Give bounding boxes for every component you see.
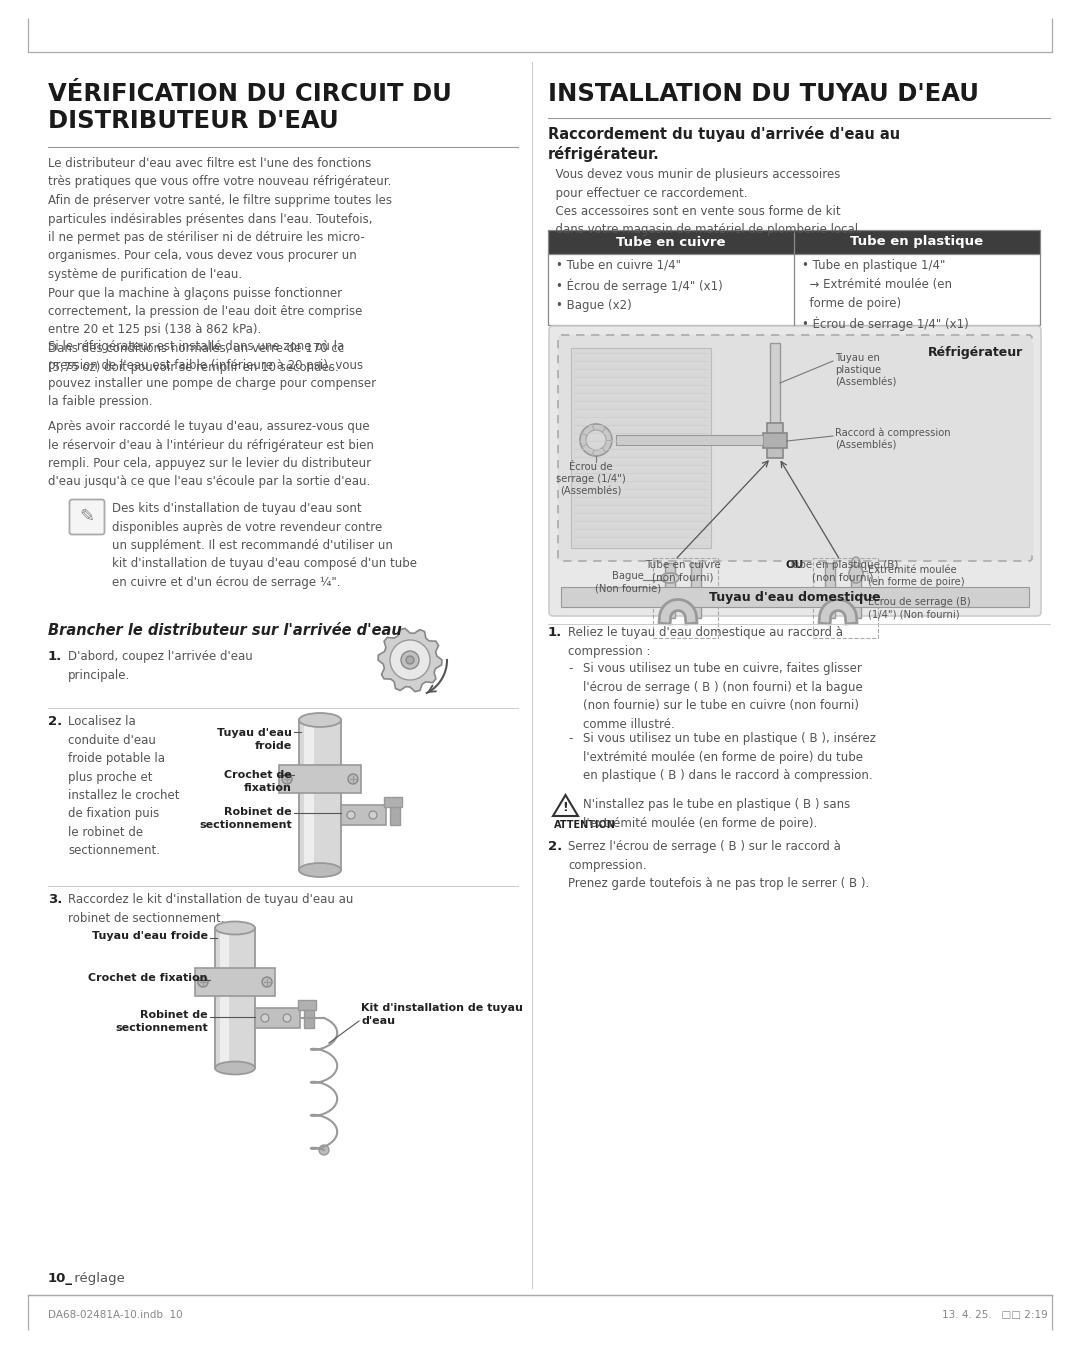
Text: D'abord, coupez l'arrivée d'eau
principale.: D'abord, coupez l'arrivée d'eau principa… bbox=[68, 651, 253, 682]
Circle shape bbox=[262, 977, 272, 987]
Text: Serrez l'écrou de serrage ( B ) sur le raccord à
compression.
Prenez garde toute: Serrez l'écrou de serrage ( B ) sur le r… bbox=[568, 841, 869, 890]
FancyBboxPatch shape bbox=[558, 335, 1032, 560]
Bar bbox=[571, 348, 711, 548]
Bar bbox=[691, 563, 701, 618]
Text: 2.: 2. bbox=[548, 841, 563, 853]
Bar bbox=[548, 230, 794, 255]
Circle shape bbox=[261, 1014, 269, 1022]
Text: Tube en plastique: Tube en plastique bbox=[850, 236, 984, 248]
Text: • Tube en cuivre 1/4"
• Écrou de serrage 1/4" (x1)
• Bague (x2): • Tube en cuivre 1/4" • Écrou de serrage… bbox=[556, 259, 723, 313]
Text: Tube en cuivre: Tube en cuivre bbox=[617, 236, 726, 248]
Text: INSTALLATION DU TUYAU D'EAU: INSTALLATION DU TUYAU D'EAU bbox=[548, 82, 978, 106]
Bar bbox=[384, 797, 402, 807]
Bar bbox=[616, 435, 762, 445]
Text: Écrou de serrage (B)
(1/4") (Non fourni): Écrou de serrage (B) (1/4") (Non fourni) bbox=[868, 595, 971, 620]
Polygon shape bbox=[553, 795, 578, 816]
Text: -: - bbox=[568, 661, 572, 675]
Text: 3.: 3. bbox=[48, 893, 63, 907]
Bar bbox=[665, 563, 675, 618]
Text: 1.: 1. bbox=[548, 626, 563, 638]
Text: • Tube en plastique 1/4"
  → Extrémité moulée (en
  forme de poire)
• Écrou de s: • Tube en plastique 1/4" → Extrémité mou… bbox=[802, 259, 969, 331]
Circle shape bbox=[347, 811, 355, 819]
Bar bbox=[303, 721, 314, 870]
Ellipse shape bbox=[215, 921, 255, 935]
Bar bbox=[298, 999, 316, 1010]
Text: Crochet de fixation: Crochet de fixation bbox=[89, 973, 208, 983]
Text: Raccord à compression
(Assemblés): Raccord à compression (Assemblés) bbox=[835, 428, 950, 451]
Text: ✎: ✎ bbox=[80, 508, 95, 525]
Circle shape bbox=[369, 811, 377, 819]
Circle shape bbox=[282, 775, 292, 784]
Text: !: ! bbox=[563, 801, 568, 814]
Text: 1.: 1. bbox=[48, 651, 63, 663]
Text: Tuyau d'eau froide: Tuyau d'eau froide bbox=[92, 931, 208, 942]
Text: Si vous utilisez un tube en plastique ( B ), insérez
l'extrémité moulée (en form: Si vous utilisez un tube en plastique ( … bbox=[583, 731, 876, 783]
Text: 2.: 2. bbox=[48, 715, 63, 727]
Bar bbox=[794, 230, 1040, 255]
Bar bbox=[390, 807, 400, 824]
Bar bbox=[851, 563, 861, 618]
Bar bbox=[762, 432, 787, 449]
Text: Brancher le distributeur sur l'arrivée d'eau: Brancher le distributeur sur l'arrivée d… bbox=[48, 624, 402, 638]
Text: DA68-02481A-10.indb  10: DA68-02481A-10.indb 10 bbox=[48, 1311, 183, 1320]
Text: Raccordez le kit d'installation de tuyau d'eau au
robinet de sectionnement.: Raccordez le kit d'installation de tuyau… bbox=[68, 893, 353, 924]
Text: Tuyau en
plastique
(Assemblés): Tuyau en plastique (Assemblés) bbox=[835, 353, 896, 388]
Text: Robinet de
sectionnement: Robinet de sectionnement bbox=[116, 1010, 208, 1033]
Bar bbox=[825, 563, 835, 618]
Ellipse shape bbox=[299, 863, 341, 877]
Text: Vous devez vous munir de plusieurs accessoires
  pour effectuer ce raccordement.: Vous devez vous munir de plusieurs acces… bbox=[548, 168, 862, 237]
Text: Si vous utilisez un tube en cuivre, faites glisser
l'écrou de serrage ( B ) (non: Si vous utilisez un tube en cuivre, fait… bbox=[583, 661, 863, 730]
Text: Tube en plastique (B)
(non fourni): Tube en plastique (B) (non fourni) bbox=[787, 560, 899, 582]
Text: Après avoir raccordé le tuyau d'eau, assurez-vous que
le réservoir d'eau à l'int: Après avoir raccordé le tuyau d'eau, ass… bbox=[48, 420, 374, 489]
Text: Reliez le tuyau d'eau domestique au raccord à
compression :: Reliez le tuyau d'eau domestique au racc… bbox=[568, 626, 843, 657]
Bar bbox=[548, 230, 1040, 325]
Bar bbox=[767, 423, 783, 458]
Bar bbox=[653, 558, 718, 638]
Circle shape bbox=[348, 775, 357, 784]
Text: Raccordement du tuyau d'arrivée d'eau au
réfrigérateur.: Raccordement du tuyau d'arrivée d'eau au… bbox=[548, 127, 900, 162]
Text: Robinet de
sectionnement: Robinet de sectionnement bbox=[199, 807, 292, 830]
Text: Écrou de
serrage (1/4")
(Assemblés): Écrou de serrage (1/4") (Assemblés) bbox=[556, 462, 626, 497]
Text: Crochet de
fixation: Crochet de fixation bbox=[225, 770, 292, 793]
Bar bbox=[561, 587, 1029, 607]
Text: Si le réfrigérateur est installé dans une zone où la
pression de l'eau est faibl: Si le réfrigérateur est installé dans un… bbox=[48, 339, 376, 408]
Text: Réfrigérateur: Réfrigérateur bbox=[928, 346, 1023, 360]
Circle shape bbox=[401, 651, 419, 669]
Circle shape bbox=[198, 977, 208, 987]
Bar bbox=[770, 343, 780, 423]
Text: Kit d'installation de tuyau
d'eau: Kit d'installation de tuyau d'eau bbox=[361, 1004, 523, 1026]
Ellipse shape bbox=[852, 558, 860, 567]
Bar bbox=[299, 721, 341, 870]
Text: Le distributeur d'eau avec filtre est l'une des fonctions
très pratiques que vou: Le distributeur d'eau avec filtre est l'… bbox=[48, 158, 392, 373]
Ellipse shape bbox=[580, 424, 612, 457]
Text: Tube en cuivre
(non fourni): Tube en cuivre (non fourni) bbox=[645, 560, 720, 582]
Text: ATTENTION: ATTENTION bbox=[554, 820, 616, 830]
Text: VÉRIFICATION DU CIRCUIT DU
DISTRIBUTEUR D'EAU: VÉRIFICATION DU CIRCUIT DU DISTRIBUTEUR … bbox=[48, 82, 451, 133]
Text: Tuyau d'eau domestique: Tuyau d'eau domestique bbox=[710, 590, 881, 603]
Text: -: - bbox=[568, 731, 572, 745]
Text: Localisez la
conduite d'eau
froide potable la
plus proche et
installez le croche: Localisez la conduite d'eau froide potab… bbox=[68, 715, 179, 858]
Text: Tuyau d'eau
froide: Tuyau d'eau froide bbox=[217, 727, 292, 750]
Text: Bague
(Non fournie): Bague (Non fournie) bbox=[595, 571, 661, 594]
Bar bbox=[303, 1010, 314, 1028]
Ellipse shape bbox=[299, 713, 341, 727]
Bar bbox=[279, 765, 361, 793]
Ellipse shape bbox=[215, 1061, 255, 1075]
Ellipse shape bbox=[661, 572, 679, 583]
Text: 10_: 10_ bbox=[48, 1272, 73, 1285]
Text: Des kits d'installation de tuyau d'eau sont
disponibles auprès de votre revendeu: Des kits d'installation de tuyau d'eau s… bbox=[112, 502, 417, 589]
Circle shape bbox=[406, 656, 414, 664]
Ellipse shape bbox=[849, 564, 863, 583]
Bar bbox=[341, 806, 386, 824]
Bar bbox=[215, 928, 255, 1068]
Circle shape bbox=[390, 640, 430, 680]
Circle shape bbox=[283, 1014, 291, 1022]
Bar bbox=[255, 1008, 300, 1028]
Ellipse shape bbox=[586, 430, 606, 450]
Text: réglage: réglage bbox=[70, 1272, 125, 1285]
Text: N'installez pas le tube en plastique ( B ) sans
l'extrémité moulée (en forme de : N'installez pas le tube en plastique ( B… bbox=[583, 797, 850, 830]
Bar bbox=[220, 928, 229, 1068]
FancyBboxPatch shape bbox=[69, 500, 105, 535]
Text: 13. 4. 25.   □□ 2:19: 13. 4. 25. □□ 2:19 bbox=[942, 1311, 1048, 1320]
Text: OU: OU bbox=[786, 560, 805, 570]
